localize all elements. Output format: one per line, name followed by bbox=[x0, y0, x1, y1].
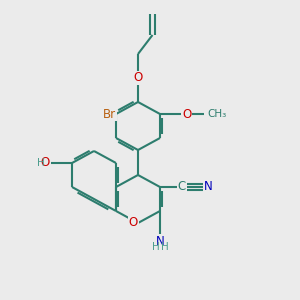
Text: O: O bbox=[182, 107, 191, 121]
Text: H: H bbox=[38, 158, 45, 168]
Text: H: H bbox=[152, 242, 159, 252]
Text: CH₃: CH₃ bbox=[208, 109, 227, 119]
Text: O: O bbox=[129, 217, 138, 230]
Text: O: O bbox=[134, 71, 142, 85]
Text: N: N bbox=[156, 235, 164, 248]
Text: H: H bbox=[160, 242, 168, 252]
Text: C: C bbox=[178, 181, 186, 194]
Text: Br: Br bbox=[103, 107, 116, 121]
Text: O: O bbox=[41, 157, 50, 169]
Text: N: N bbox=[204, 181, 213, 194]
